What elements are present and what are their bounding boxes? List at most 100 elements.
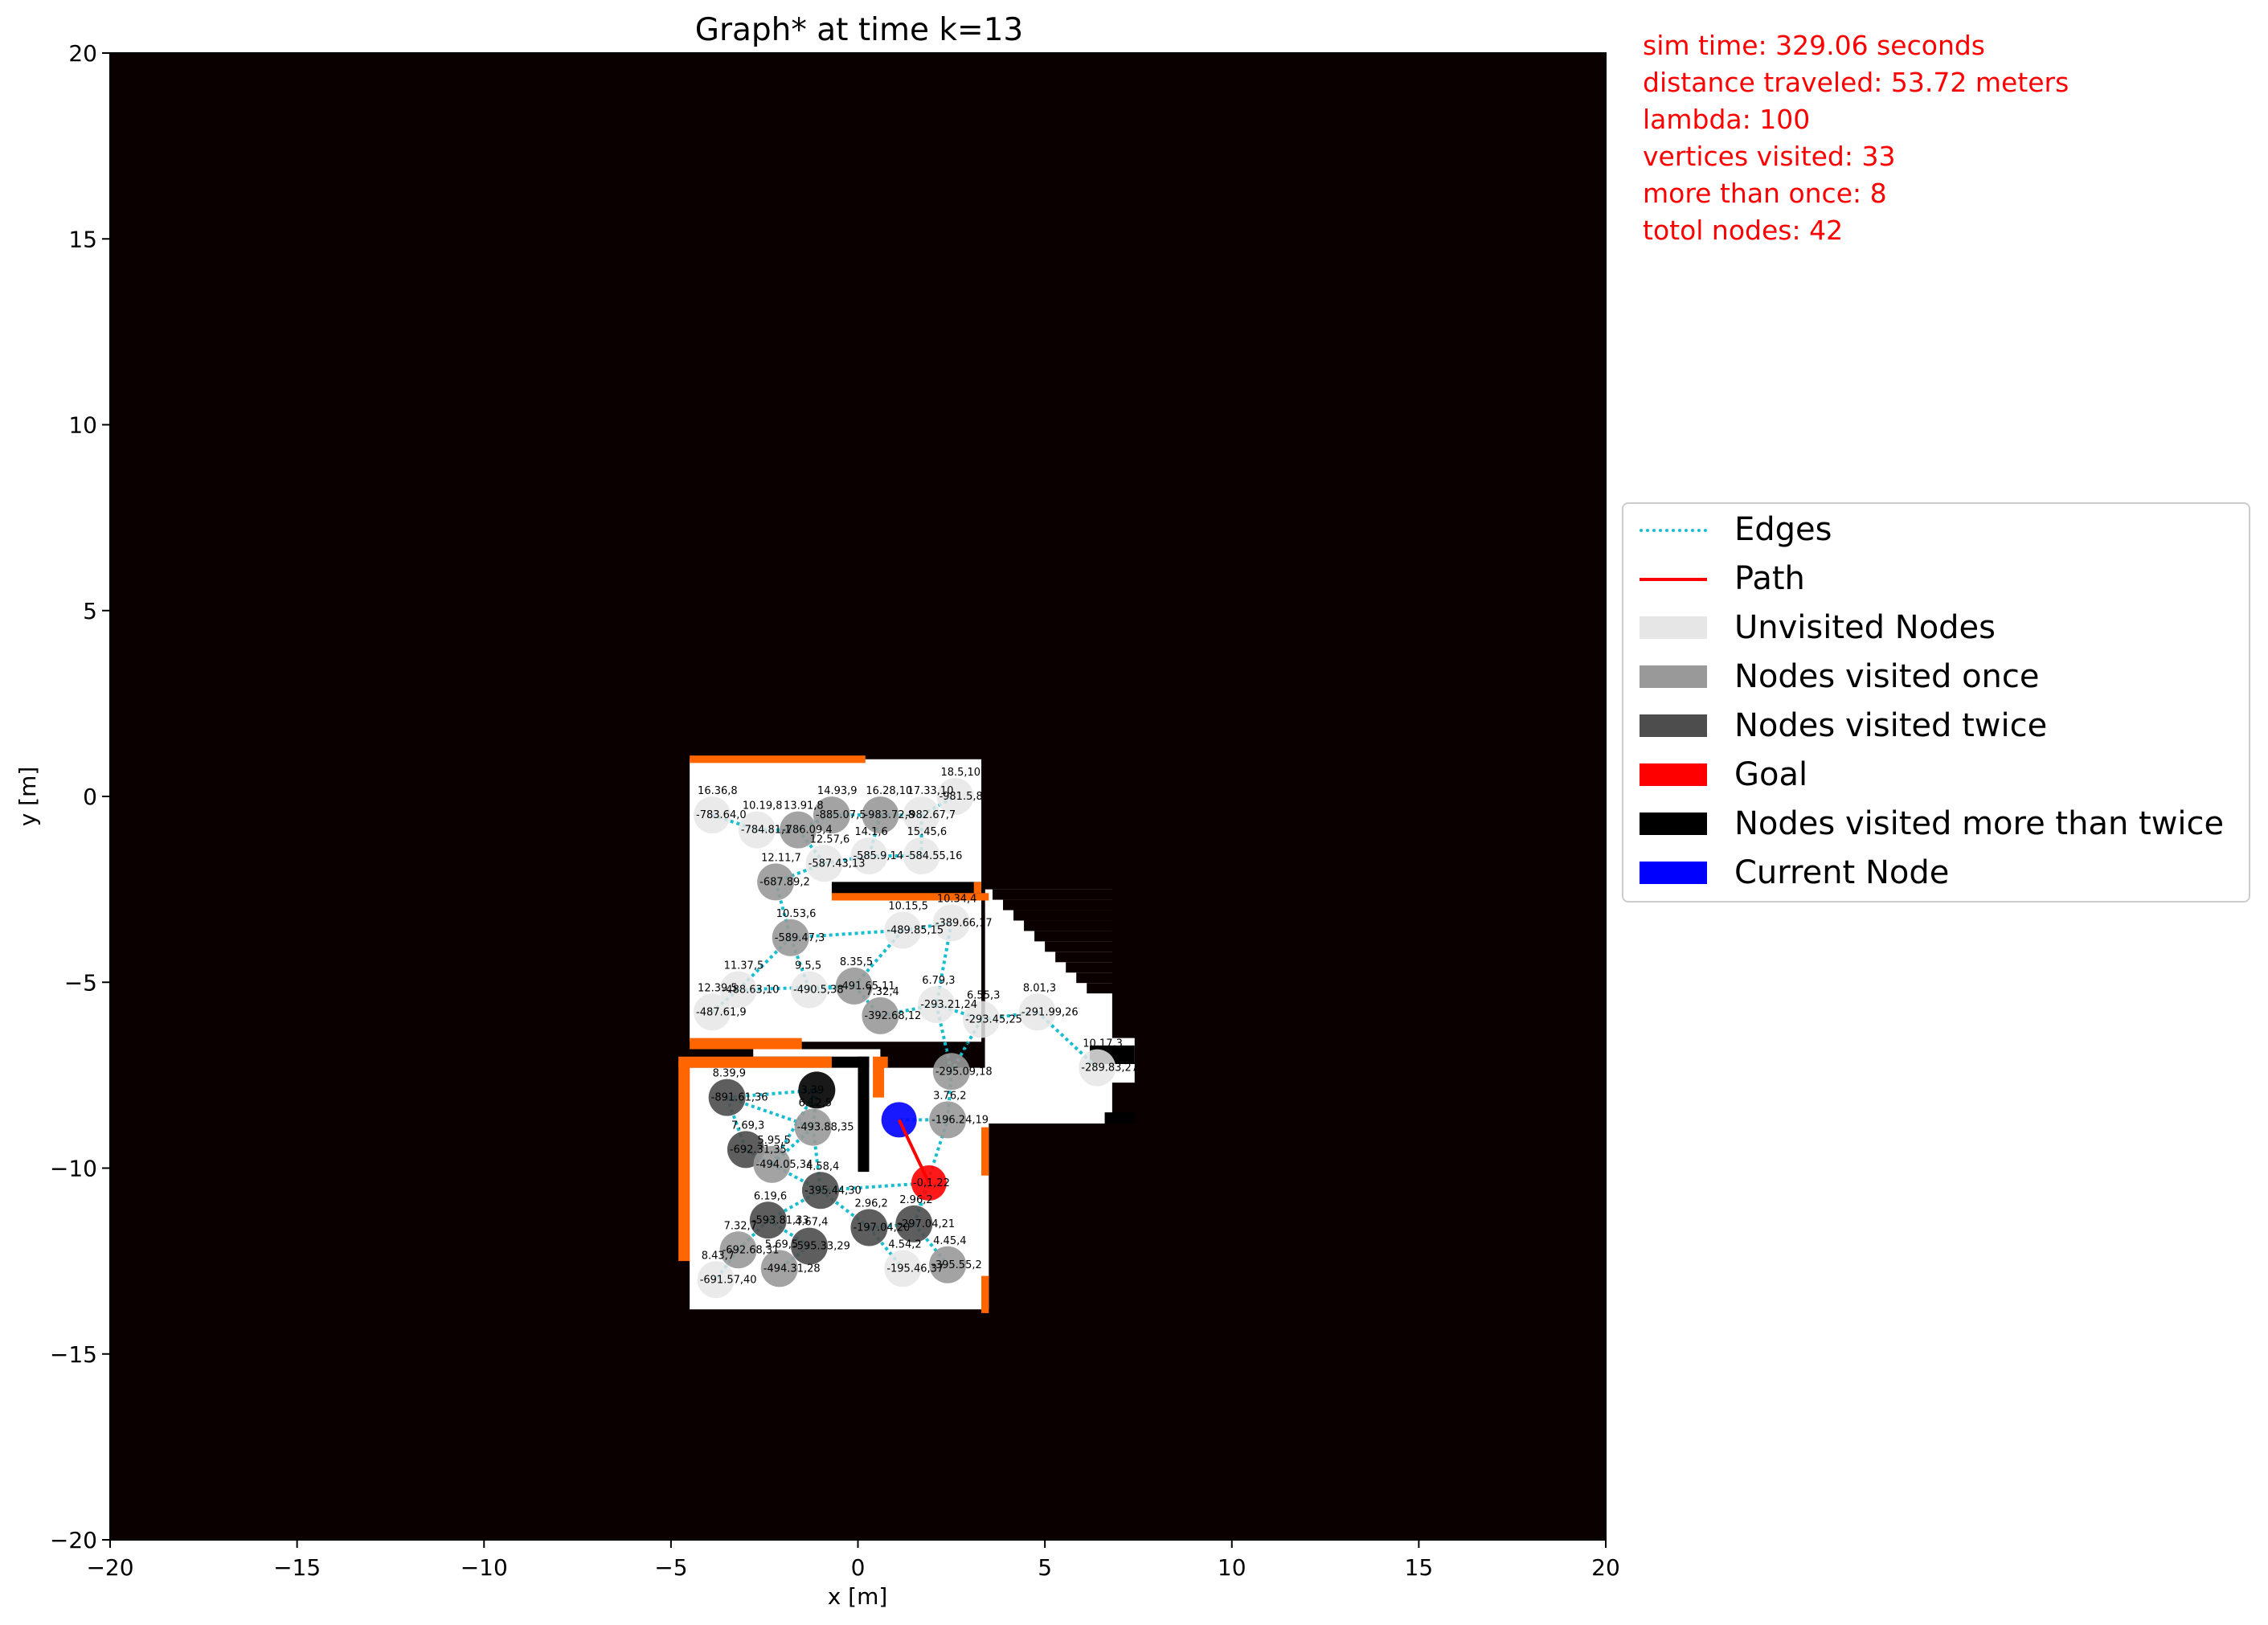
node-label-top: 5.95,5 — [757, 1135, 790, 1147]
node-label-bottom: -885.07,5 — [816, 809, 866, 821]
node-once — [862, 796, 899, 834]
inner-wall — [1104, 1112, 1135, 1124]
y-tick-label: 10 — [68, 412, 97, 439]
node-label-bottom: -289.83,27 — [1081, 1062, 1138, 1074]
node-label-bottom: -593.81,33 — [752, 1214, 809, 1226]
node-label-top: 8.01,3 — [1023, 982, 1056, 994]
node-label-bottom: -196.24,19 — [931, 1114, 989, 1126]
wall-segment — [690, 755, 866, 763]
legend-label: Unvisited Nodes — [1734, 609, 1996, 646]
node-label-bottom: -295.09,18 — [935, 1066, 993, 1078]
node-label-bottom: -584.55,16 — [906, 850, 963, 862]
obstacle-cell — [1013, 910, 1116, 921]
node-label-bottom: -293.21,24 — [920, 999, 977, 1011]
y-tick-label: −15 — [50, 1341, 97, 1368]
wall-segment — [981, 1275, 989, 1313]
node-label-bottom: -783.64,0 — [696, 809, 747, 821]
legend-item-more-than-twice: Nodes visited more than twice — [1638, 805, 2224, 842]
node-label-top: 6.19,6 — [754, 1190, 787, 1202]
node-unvisited — [963, 1001, 1001, 1038]
node-label-top: 10.34,4 — [937, 893, 977, 905]
node-label-bottom: -297.04,21 — [898, 1218, 955, 1230]
node-label-bottom: -493.88,35 — [797, 1122, 854, 1134]
node-unvisited — [805, 845, 843, 882]
node-label-top: 6.12,5 — [799, 1098, 832, 1110]
x-tick-label: 5 — [1038, 1554, 1052, 1581]
y-tick-label: 20 — [68, 40, 97, 67]
node-unvisited — [791, 971, 829, 1009]
node-label-bottom: -692.68,31 — [723, 1244, 780, 1256]
node-label-bottom: -786.09,4 — [782, 825, 833, 837]
y-tick-label: −10 — [50, 1156, 97, 1182]
obstacle-cell — [1087, 983, 1116, 994]
node-label-bottom: -494.31,28 — [764, 1263, 821, 1275]
legend-label: Nodes visited once — [1734, 658, 2040, 695]
color-swatch — [1640, 763, 1707, 786]
node-unvisited — [936, 778, 974, 815]
node-label-top: 4.91,3 — [937, 1042, 970, 1054]
x-tick-label: −5 — [654, 1554, 687, 1581]
legend-item-goal: Goal — [1638, 756, 1808, 793]
node-once — [780, 811, 817, 849]
node-label-top: 7.69,3 — [731, 1119, 764, 1132]
wall-segment — [873, 1064, 885, 1098]
info-total-nodes: totol nodes: 42 — [1643, 215, 1844, 246]
node-label-bottom: -291.99,26 — [1021, 1006, 1079, 1018]
x-tick-label: −15 — [273, 1554, 321, 1581]
node-label-bottom: -587.43,13 — [809, 858, 866, 870]
node-label-top: 4.54,2 — [888, 1238, 921, 1250]
wall-segment — [678, 1056, 832, 1068]
node-once — [929, 1246, 967, 1283]
node-label-bottom: -981.5,8 — [939, 791, 982, 803]
node-label-bottom: -389.66,17 — [935, 917, 993, 929]
obstacle-cell — [992, 889, 1116, 900]
legend-item-path: Path — [1638, 560, 1805, 597]
node-label-bottom: -687.89,2 — [759, 876, 810, 888]
node-label-top: 6.79,3 — [922, 975, 955, 987]
legend-item-twice: Nodes visited twice — [1638, 707, 2047, 744]
path-segment — [897, 1119, 931, 1184]
node-unvisited — [694, 796, 731, 834]
x-axis-label: x [m] — [828, 1583, 888, 1610]
node-label-top: 12.11,7 — [761, 852, 801, 864]
legend-label: Edges — [1734, 511, 1832, 548]
y-tick-label: 0 — [83, 784, 97, 810]
node-more — [798, 1071, 836, 1109]
node-once — [760, 1250, 798, 1287]
node-label-top: 8.39,9 — [713, 1068, 746, 1080]
node-label-top: 4.67,4 — [795, 1217, 828, 1229]
color-swatch — [1640, 862, 1707, 884]
node-once — [794, 1108, 832, 1146]
legend-label: Goal — [1734, 756, 1808, 793]
node-once — [813, 796, 850, 834]
node-label-bottom: -691.57,40 — [700, 1274, 757, 1286]
node-label-top: 3.76,2 — [933, 1090, 966, 1102]
node-label-top: 17.33,10 — [907, 785, 954, 797]
node-unvisited — [697, 1261, 735, 1299]
y-axis-label: y [m] — [14, 767, 41, 827]
node-once — [719, 1231, 757, 1269]
path-line — [897, 1119, 931, 1184]
node-unvisited — [1079, 1049, 1116, 1087]
node-label-top: 10.15,5 — [888, 901, 928, 913]
legend: Edges Path Unvisited Nodes Nodes visited… — [1622, 502, 2250, 903]
node-label-bottom: -488.63,10 — [723, 984, 780, 997]
info-lambda: lambda: 100 — [1643, 104, 1811, 135]
x-tick-label: 0 — [851, 1554, 866, 1581]
node-label-top: 7.32,4 — [866, 986, 899, 998]
legend-item-edges: Edges — [1638, 511, 1832, 548]
node-label-top: 7.32,7 — [724, 1220, 757, 1232]
node-label-top: 4.58,4 — [806, 1160, 839, 1173]
x-tick-label: 15 — [1405, 1554, 1434, 1581]
legend-label: Path — [1734, 560, 1805, 597]
node-label-bottom: -195.46,37 — [886, 1263, 944, 1275]
node-label-bottom: -982.67,7 — [906, 809, 956, 821]
node-unvisited — [884, 1250, 922, 1287]
node-label-bottom: -983.72,8 — [864, 809, 915, 821]
sim-info-text: sim time: 329.06 seconds distance travel… — [1643, 27, 2069, 249]
node-label-bottom: -487.61,9 — [696, 1006, 747, 1018]
node-labels: 16.36,8-783.64,010.19,8-784.81,113.91,8-… — [696, 767, 1138, 1286]
node-once — [835, 967, 873, 1005]
node-unvisited — [918, 986, 956, 1023]
node-label-top: 8.43,7 — [702, 1250, 735, 1262]
